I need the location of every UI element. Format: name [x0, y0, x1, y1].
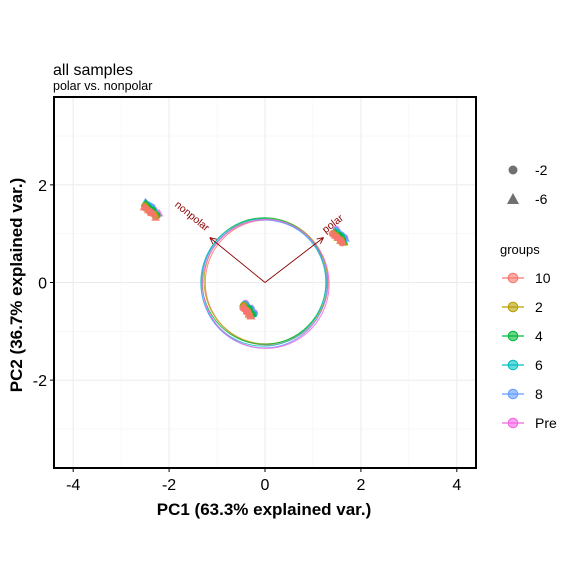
legend-group-label: 4 [535, 328, 543, 344]
y-tick-label: -2 [33, 373, 47, 390]
y-axis-label: PC2 (36.7% explained var.) [7, 178, 26, 393]
arrow-head [209, 237, 217, 240]
x-tick-label: -4 [66, 477, 80, 494]
loading-arrow [209, 237, 266, 283]
data-point [246, 311, 256, 320]
data-points [139, 197, 350, 320]
x-tick-label: 0 [261, 477, 270, 494]
legend-key-dot [507, 272, 519, 284]
y-axis-ticks: -2 0 2 [33, 178, 54, 390]
legend-shape-triangle [507, 193, 519, 204]
x-tick-label: 4 [452, 477, 461, 494]
legend-group-label: 6 [535, 357, 543, 373]
legend-group-label: 2 [535, 299, 543, 315]
correlation-circles [200, 217, 330, 349]
x-axis-label: PC1 (63.3% explained var.) [157, 500, 372, 519]
legend-key-dot [507, 388, 519, 400]
legend-group-label: 8 [535, 386, 543, 402]
legend-shape-label: -2 [535, 162, 548, 178]
x-tick-label: -2 [162, 477, 176, 494]
x-axis-ticks: -4 -2 0 2 4 [66, 468, 461, 494]
legend: -2 -6 groups 10 2 4 6 8 Pre [500, 162, 557, 431]
chart-title: all samples [53, 62, 133, 79]
arrow-head [316, 237, 324, 240]
legend-key-dot [507, 301, 519, 313]
data-point [151, 212, 161, 221]
y-tick-label: 2 [38, 178, 47, 195]
correlation-circle [202, 219, 330, 349]
arrow-head [209, 237, 214, 245]
data-point [338, 239, 346, 247]
legend-shape-circle [508, 165, 518, 175]
legend-key-dot [507, 330, 519, 342]
chart-subtitle: polar vs. nonpolar [53, 79, 152, 93]
legend-group-label: 10 [535, 270, 551, 286]
x-tick-label: 2 [356, 477, 365, 494]
legend-group-label: Pre [535, 415, 557, 431]
legend-title: groups [500, 242, 540, 257]
legend-key-dot [507, 359, 519, 371]
arrow-head [319, 237, 324, 245]
loading-arrow [264, 237, 324, 283]
y-tick-label: 0 [38, 276, 47, 293]
grid-lines [54, 97, 476, 468]
legend-shape-label: -6 [535, 191, 548, 207]
legend-key-dot [507, 417, 519, 429]
